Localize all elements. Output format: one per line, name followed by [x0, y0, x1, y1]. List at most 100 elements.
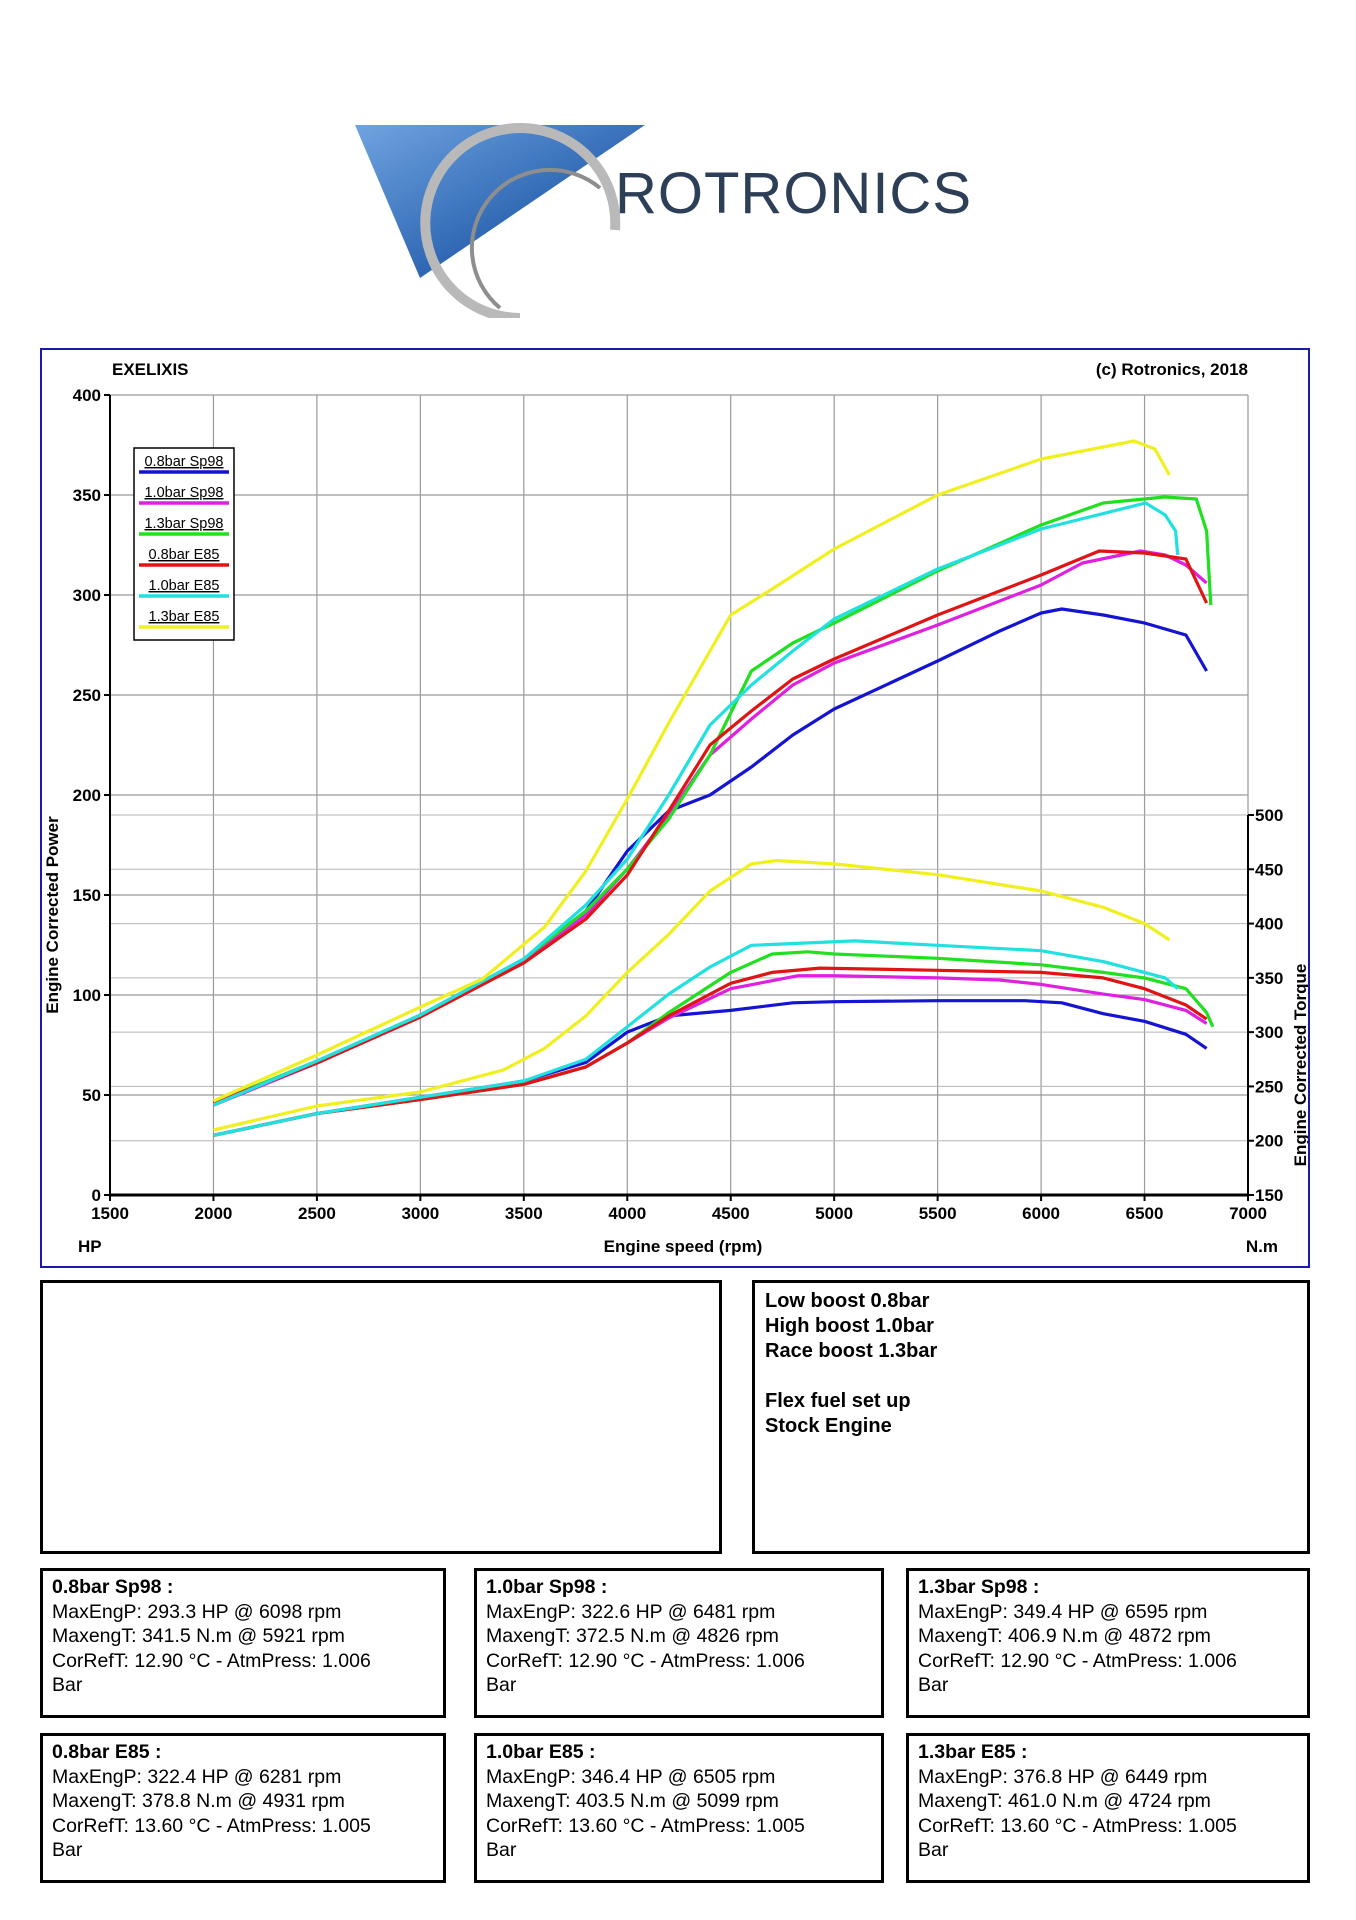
- y-tick-label: 300: [73, 586, 101, 605]
- legend-label: 1.0bar Sp98: [144, 485, 223, 501]
- power-line-1-0bar-sp98: [212, 549, 1208, 1107]
- stat-unit: Bar: [918, 1839, 949, 1861]
- torque-line-1-3bar-e85: [213, 859, 1171, 1132]
- stat-torque: MaxengT: 461.0 N.m @ 4724 rpm: [918, 1790, 1211, 1812]
- y2-tick-label: 400: [1255, 915, 1283, 934]
- y-tick-label: 150: [73, 886, 101, 905]
- stat-title: 0.8bar E85 :: [52, 1741, 162, 1763]
- chart-axes: 1500 2000 2500 3000 3500 4000 4500 5000 5500 6000…: [73, 386, 1284, 1223]
- y-axis-label: Engine Corrected Power: [43, 816, 62, 1014]
- stat-cond: CorRefT: 13.60 °C - AtmPress: 1.005: [486, 1814, 805, 1837]
- stat-power: MaxEngP: 346.4 HP @ 6505 rpm: [486, 1765, 776, 1788]
- y2-axis-unit: N.m: [1246, 1237, 1278, 1256]
- y2-tick-label: 150: [1255, 1186, 1283, 1205]
- power-line-0-8bar-sp98: [212, 607, 1208, 1107]
- y2-tick-label: 500: [1255, 806, 1283, 825]
- stat-box: 0.8bar E85 : MaxEngP: 322.4 HP @ 6281 rpm…: [40, 1733, 446, 1883]
- y2-tick-label: 300: [1255, 1023, 1283, 1042]
- torque-line-1-0bar-e85: [213, 939, 1179, 1137]
- stat-cond: CorRefT: 13.60 °C - AtmPress: 1.005: [918, 1814, 1237, 1837]
- stat-cond: CorRefT: 12.90 °C - AtmPress: 1.006: [52, 1649, 371, 1672]
- stat-title: 1.3bar Sp98 :: [918, 1576, 1040, 1598]
- stat-unit: Bar: [52, 1674, 83, 1696]
- stat-torque: MaxengT: 372.5 N.m @ 4826 rpm: [486, 1625, 779, 1647]
- legend-label: 1.0bar E85: [149, 578, 220, 594]
- stat-torque: MaxengT: 341.5 N.m @ 5921 rpm: [52, 1625, 345, 1647]
- logo-mark-icon: [355, 123, 645, 323]
- notes-line: [765, 1364, 1297, 1389]
- stat-box: 1.3bar E85 : MaxEngP: 376.8 HP @ 6449 rpm…: [906, 1733, 1310, 1883]
- stat-torque: MaxengT: 403.5 N.m @ 5099 rpm: [486, 1790, 779, 1812]
- x-tick-label: 5000: [815, 1204, 853, 1223]
- stat-unit: Bar: [918, 1674, 949, 1696]
- y-tick-label: 50: [82, 1086, 101, 1105]
- chart-legend: 0.8bar Sp98 1.0bar Sp98 1.3bar Sp98 0.8bar …: [133, 447, 235, 641]
- torque-line-0-8bar-sp98: [213, 999, 1208, 1137]
- stat-unit: Bar: [486, 1674, 517, 1696]
- stat-unit: Bar: [486, 1839, 517, 1861]
- notes-line: Race boost 1.3bar: [765, 1340, 938, 1362]
- chart-title-right: (c) Rotronics, 2018: [1096, 360, 1248, 379]
- legend-label: 1.3bar Sp98: [144, 516, 223, 532]
- x-tick-label: 2000: [195, 1204, 233, 1223]
- stat-cond: CorRefT: 13.60 °C - AtmPress: 1.005: [52, 1814, 371, 1837]
- stat-power: MaxEngP: 376.8 HP @ 6449 rpm: [918, 1765, 1208, 1788]
- x-tick-label: 6500: [1126, 1204, 1164, 1223]
- stat-title: 1.0bar E85 :: [486, 1741, 596, 1763]
- dyno-chart-svg: 1500 2000 2500 3000 3500 4000 4500 5000 5500 6000…: [43, 360, 1308, 1256]
- stat-box: 1.0bar Sp98 : MaxEngP: 322.6 HP @ 6481 rp…: [474, 1568, 884, 1718]
- stat-title: 1.0bar Sp98 :: [486, 1576, 608, 1598]
- stat-unit: Bar: [52, 1839, 83, 1861]
- x-tick-label: 3500: [505, 1204, 543, 1223]
- x-tick-label: 3000: [401, 1204, 439, 1223]
- power-line-1-3bar-e85: [212, 439, 1171, 1103]
- stat-box: 1.3bar Sp98 : MaxEngP: 349.4 HP @ 6595 rp…: [906, 1568, 1310, 1718]
- notes-line: Stock Engine: [765, 1415, 892, 1437]
- torque-line-0-8bar-e85: [213, 966, 1208, 1137]
- x-tick-label: 6000: [1022, 1204, 1060, 1223]
- stat-torque: MaxengT: 378.8 N.m @ 4931 rpm: [52, 1790, 345, 1812]
- y2-tick-label: 350: [1255, 969, 1283, 988]
- notes-line: Flex fuel set up: [765, 1390, 911, 1412]
- torque-line-1-0bar-sp98: [213, 974, 1208, 1137]
- stat-power: MaxEngP: 322.6 HP @ 6481 rpm: [486, 1600, 776, 1623]
- x-tick-label: 2500: [298, 1204, 336, 1223]
- stat-title: 1.3bar E85 :: [918, 1741, 1028, 1763]
- stat-cond: CorRefT: 12.90 °C - AtmPress: 1.006: [486, 1649, 805, 1672]
- notes-box-left: [40, 1280, 722, 1554]
- y-tick-label: 250: [73, 686, 101, 705]
- power-line-0-8bar-e85: [212, 549, 1209, 1105]
- x-tick-label: 7000: [1229, 1204, 1267, 1223]
- y-tick-label: 200: [73, 786, 101, 805]
- y-tick-label: 0: [92, 1186, 101, 1205]
- legend-label: 0.8bar Sp98: [144, 454, 223, 470]
- brand-name: ROTRONICS: [615, 161, 972, 226]
- chart-series: [212, 439, 1215, 1137]
- x-axis-unit: HP: [78, 1237, 102, 1256]
- stat-box: 1.0bar E85 : MaxEngP: 346.4 HP @ 6505 rpm…: [474, 1733, 884, 1883]
- stat-power: MaxEngP: 322.4 HP @ 6281 rpm: [52, 1765, 342, 1788]
- y-tick-label: 400: [73, 386, 101, 405]
- stat-box: 0.8bar Sp98 : MaxEngP: 293.3 HP @ 6098 rp…: [40, 1568, 446, 1718]
- x-axis-label: Engine speed (rpm): [604, 1237, 763, 1256]
- chart-title-left: EXELIXIS: [112, 360, 189, 379]
- stat-cond: CorRefT: 12.90 °C - AtmPress: 1.006: [918, 1649, 1237, 1672]
- y-tick-label: 100: [73, 986, 101, 1005]
- y2-axis-label: Engine Corrected Torque: [1291, 964, 1308, 1167]
- y2-tick-label: 250: [1255, 1077, 1283, 1096]
- notes-box-right: Low boost 0.8bar High boost 1.0bar Race bo…: [752, 1280, 1310, 1554]
- stat-power: MaxEngP: 293.3 HP @ 6098 rpm: [52, 1600, 342, 1623]
- x-tick-label: 4000: [608, 1204, 646, 1223]
- legend-box: [133, 447, 235, 641]
- notes-line: High boost 1.0bar: [765, 1315, 934, 1337]
- stat-torque: MaxengT: 406.9 N.m @ 4872 rpm: [918, 1625, 1211, 1647]
- rotronics-logo: ROTRONICS: [350, 118, 1010, 323]
- stat-power: MaxEngP: 349.4 HP @ 6595 rpm: [918, 1600, 1208, 1623]
- dyno-chart: 1500 2000 2500 3000 3500 4000 4500 5000 5500 6000…: [40, 348, 1310, 1268]
- power-line-1-0bar-e85: [212, 501, 1180, 1107]
- y2-tick-label: 450: [1255, 860, 1283, 879]
- x-tick-label: 1500: [91, 1204, 129, 1223]
- x-tick-label: 5500: [919, 1204, 957, 1223]
- y2-tick-label: 200: [1255, 1132, 1283, 1151]
- legend-label: 1.3bar E85: [149, 609, 220, 625]
